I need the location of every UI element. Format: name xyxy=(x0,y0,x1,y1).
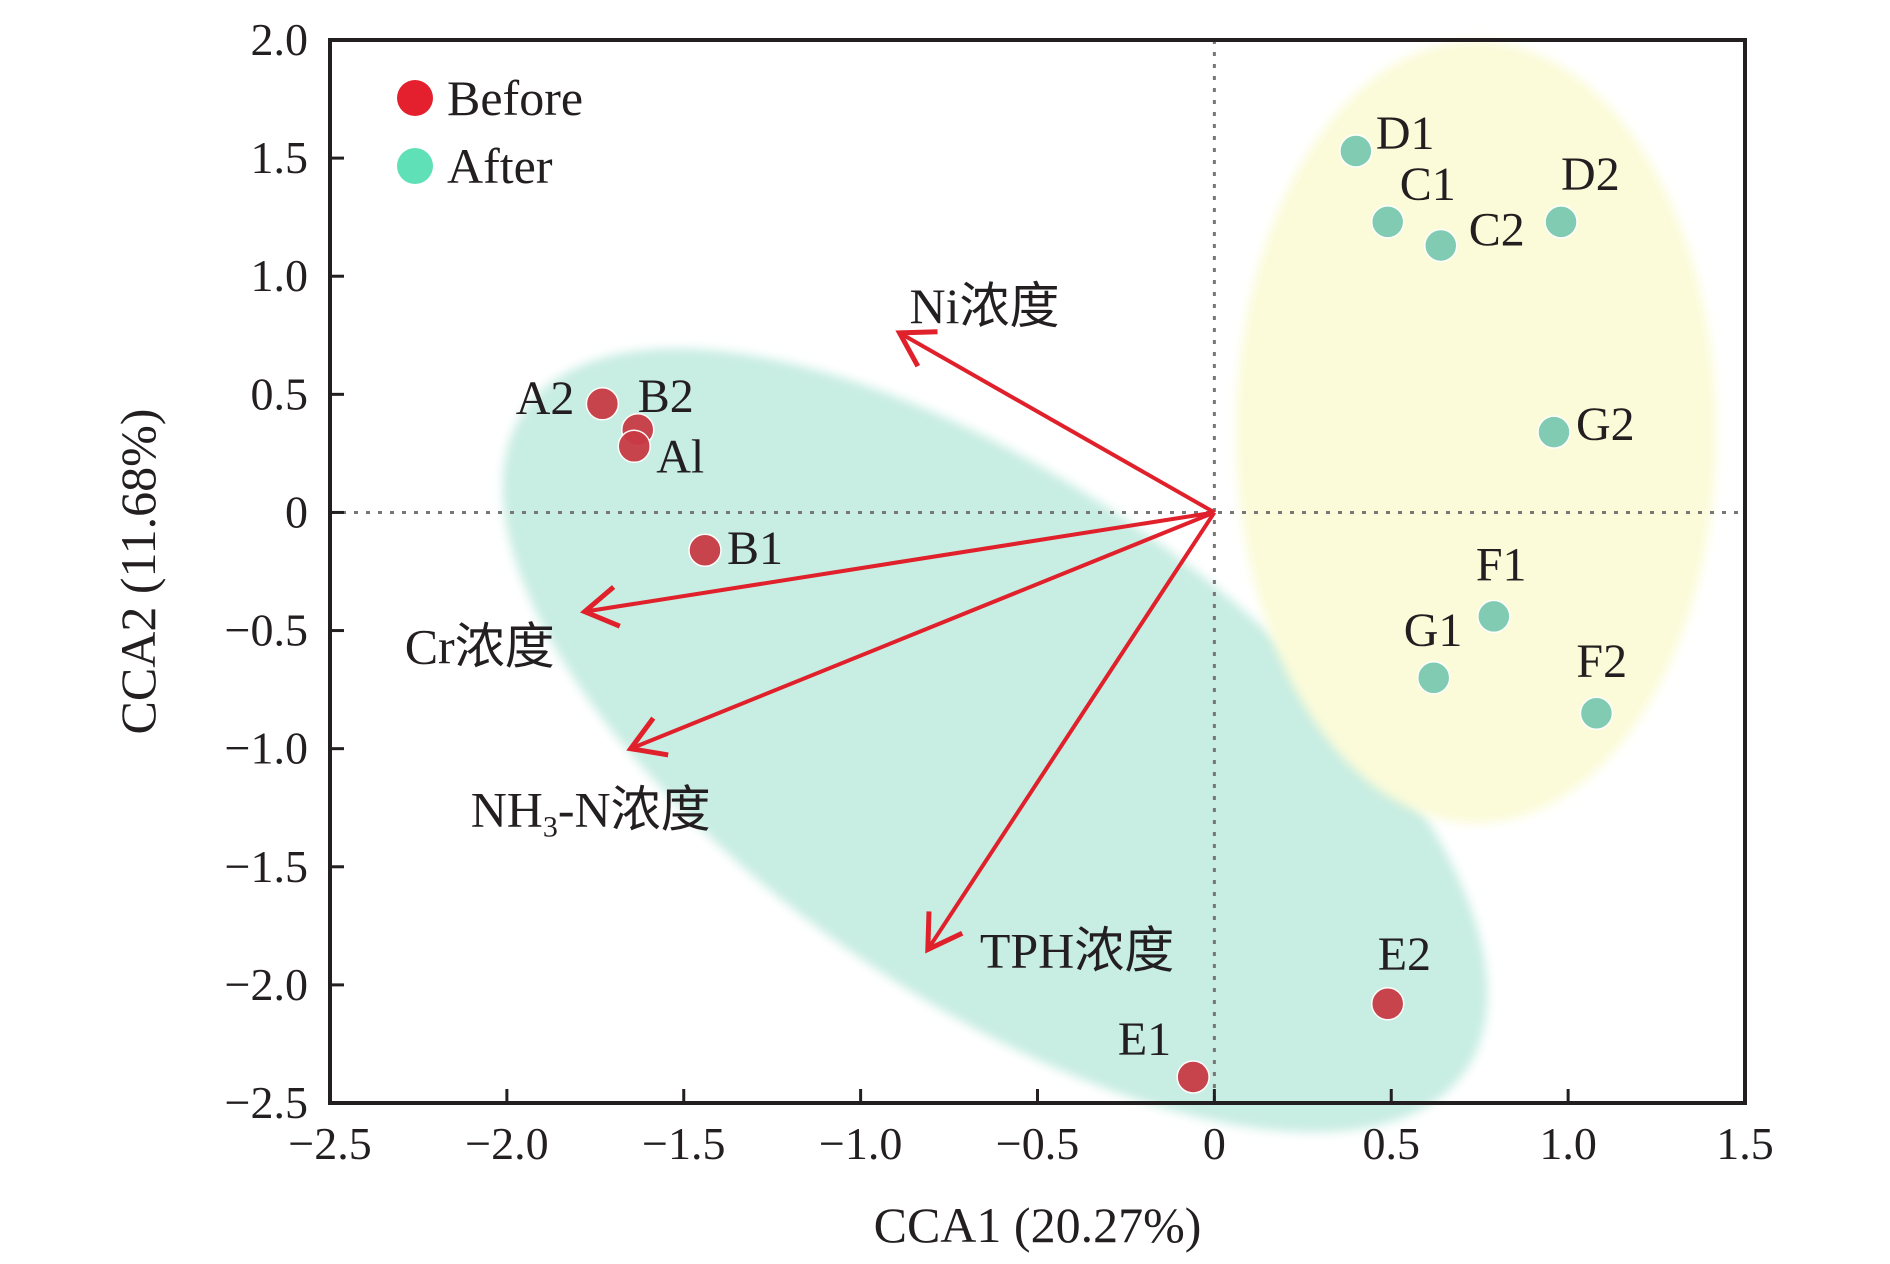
vector-line-2 xyxy=(629,510,1216,751)
point-G1 xyxy=(1416,661,1451,695)
legend-label-after: After xyxy=(447,138,553,194)
zero-reference-lines xyxy=(330,40,1745,1103)
point-label-A2: A2 xyxy=(516,372,575,425)
point-B1 xyxy=(688,533,722,567)
point-label-B1: B1 xyxy=(727,522,783,575)
y-tick-label: 2.0 xyxy=(251,14,309,65)
point-C1 xyxy=(1370,205,1405,239)
point-F1 xyxy=(1477,599,1511,634)
vector-line-0 xyxy=(898,331,1216,515)
x-tick-label: −2.0 xyxy=(465,1118,548,1169)
x-tick-label: −0.5 xyxy=(996,1118,1079,1169)
vector-line-1 xyxy=(584,510,1215,614)
vector-label-1: Cr浓度 xyxy=(405,619,555,675)
y-tick-label: −0.5 xyxy=(225,605,308,656)
vector-label-0: Ni浓度 xyxy=(910,278,1060,334)
environmental-vectors: Ni浓度 Cr浓度 NH3-N浓度 TPH浓度 xyxy=(405,278,1217,978)
legend-marker-before xyxy=(397,80,433,116)
y-tick-label: −1.0 xyxy=(225,723,308,774)
point-label-G2: G2 xyxy=(1576,398,1635,451)
after-group-ellipse xyxy=(1235,41,1717,824)
y-tick-label: 1.0 xyxy=(251,250,309,301)
legend: Before After xyxy=(397,70,583,194)
vector-arrowhead-0 xyxy=(895,329,938,368)
point-label-E1: E1 xyxy=(1118,1013,1171,1066)
vector-label-3: TPH浓度 xyxy=(980,922,1174,978)
vector-label-2: NH3-N浓度 xyxy=(471,782,711,844)
vector-line-3 xyxy=(926,511,1217,951)
x-tick-label: 1.5 xyxy=(1716,1118,1774,1169)
x-tick-label: 0 xyxy=(1203,1118,1226,1169)
y-tick-label: 0 xyxy=(285,486,308,537)
point-label-B2: B2 xyxy=(638,370,694,423)
point-label-D2: D2 xyxy=(1561,148,1620,201)
y-tick-label: 0.5 xyxy=(251,368,309,419)
y-tick-label: −2.5 xyxy=(225,1077,308,1128)
point-label-C2: C2 xyxy=(1469,204,1525,257)
point-G2 xyxy=(1537,415,1571,449)
point-A2 xyxy=(585,387,620,421)
vector-arrowhead-2 xyxy=(626,716,669,758)
vector-arrowhead-1 xyxy=(579,585,621,629)
y-tick-label: −1.5 xyxy=(225,841,308,892)
y-tick-label: 1.5 xyxy=(251,132,309,183)
group-ellipses xyxy=(502,41,1717,1133)
x-tick-label: −1.5 xyxy=(642,1118,725,1169)
point-label-D1: D1 xyxy=(1376,107,1435,160)
point-F2 xyxy=(1579,696,1614,730)
legend-marker-after xyxy=(397,148,433,184)
point-D1 xyxy=(1339,134,1373,168)
point-Al xyxy=(617,429,651,464)
point-label-F1: F1 xyxy=(1476,538,1527,591)
point-label-G1: G1 xyxy=(1404,604,1463,657)
point-E1 xyxy=(1176,1060,1210,1094)
y-tick-label: −2.0 xyxy=(225,959,308,1010)
x-tick-label: −2.5 xyxy=(288,1118,371,1169)
x-tick-label: −1.0 xyxy=(819,1118,902,1169)
point-E2 xyxy=(1370,987,1405,1021)
x-axis-title: CCA1 (20.27%) xyxy=(874,1197,1202,1253)
point-label-C1: C1 xyxy=(1400,158,1456,211)
x-tick-label: 1.0 xyxy=(1539,1118,1597,1169)
y-axis-title: CCA2 (11.68%) xyxy=(110,409,166,735)
point-label-F2: F2 xyxy=(1576,635,1627,688)
x-tick-label: 0.5 xyxy=(1363,1118,1421,1169)
point-C2 xyxy=(1424,228,1458,263)
axis-ticks: −2.5 −2.0 −1.5 −1.0 −0.5 0 0.5 1.0 1.5 2.0 1.5 1.0 0… xyxy=(225,14,1774,1169)
legend-label-before: Before xyxy=(447,70,583,126)
vector-arrowhead-3 xyxy=(925,911,964,954)
point-D2 xyxy=(1544,205,1578,239)
before-group-ellipse xyxy=(502,348,1488,1133)
point-label-E2: E2 xyxy=(1378,928,1431,981)
point-label-Al: Al xyxy=(656,430,704,483)
